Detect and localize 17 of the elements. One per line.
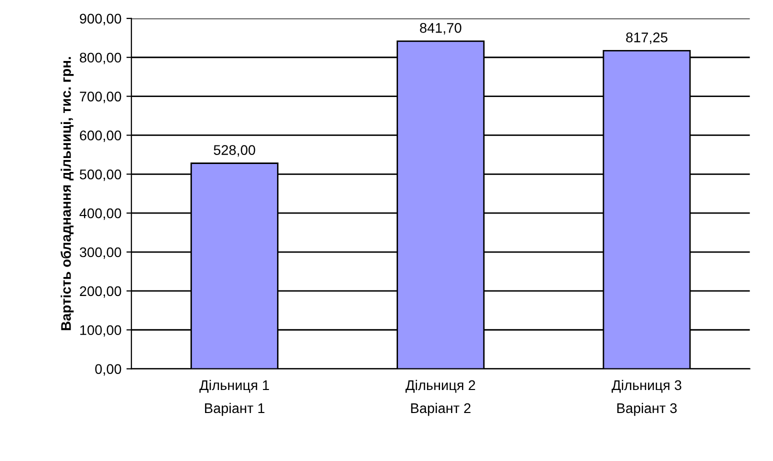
y-tick-label: 800,00 — [80, 52, 122, 64]
y-tick-label: 100,00 — [80, 325, 122, 337]
y-tick-label: 500,00 — [80, 169, 122, 181]
y-tick-label: 0,00 — [95, 364, 122, 376]
x-tick-label: Дільниця 2 Варіант 2 — [406, 380, 476, 416]
y-tick-label: 400,00 — [80, 208, 122, 220]
y-tick-label: 900,00 — [80, 14, 122, 26]
data-label: 841,70 — [420, 23, 462, 34]
data-label: 817,25 — [626, 32, 668, 44]
y-axis-title: Вартість обладнання дільниці, тис. грн. — [60, 57, 74, 330]
y-tick-label: 600,00 — [80, 130, 122, 142]
y-tick-label: 700,00 — [80, 92, 122, 104]
data-label: 528,00 — [214, 145, 256, 157]
x-tick-label: Дільниця 3 Варіант 3 — [612, 380, 682, 416]
y-tick-label: 300,00 — [80, 247, 122, 259]
y-tick-label: 200,00 — [80, 286, 122, 298]
x-tick-label: Дільниця 1 Варіант 1 — [199, 380, 269, 416]
